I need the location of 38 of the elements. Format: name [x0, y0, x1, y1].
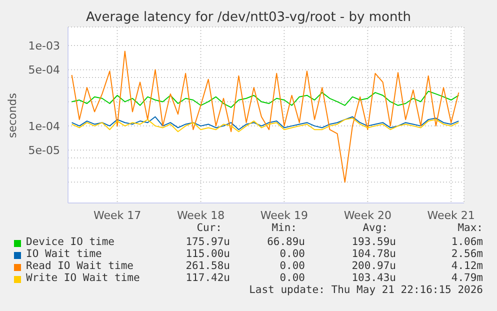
line-series	[71, 50, 460, 183]
chart-title: Average latency for /dev/ntt03-vg/root - by month	[84, 10, 412, 25]
x-tick-label: Week 20	[344, 208, 392, 222]
x-tick-label: Week 21	[427, 208, 475, 222]
line-series	[71, 90, 460, 108]
text: 175.97u	[186, 236, 230, 248]
y-axis-title: seconds	[6, 92, 18, 138]
y-tick-label: 5e-04	[28, 64, 60, 77]
text: 1.06m	[451, 236, 483, 248]
text: Last update: Thu May 21 22:16:15 2026	[249, 284, 483, 296]
y-tick-label: 5e-05	[28, 144, 60, 158]
x-tick-label: Week 18	[176, 208, 225, 222]
text: 103.43u	[352, 272, 396, 284]
text: 66.89u	[267, 236, 305, 248]
text: 2.56m	[451, 248, 483, 260]
text: Min:	[272, 222, 297, 234]
text: 261.58u	[186, 260, 230, 272]
text: 0.00	[280, 248, 305, 260]
legend-label: IO Wait time	[26, 248, 102, 260]
legend-label: Write IO Wait time	[26, 272, 140, 284]
legend-label: Device IO time	[26, 236, 115, 248]
y-tick-label: 1e-04	[28, 120, 60, 133]
text: 104.78u	[352, 248, 396, 260]
text: Cur:	[196, 222, 222, 234]
x-tick-label: Week 17	[93, 208, 142, 222]
text: Max:	[458, 222, 483, 234]
text: 115.00u	[186, 248, 230, 260]
text: 4.12m	[451, 260, 483, 272]
text: 200.97u	[352, 260, 396, 272]
text: 193.59u	[352, 236, 396, 248]
legend-label: Read IO Wait time	[26, 260, 134, 272]
y-tick-label: 1e-03	[28, 39, 60, 52]
text: 117.42u	[186, 272, 230, 284]
text: 4.79m	[451, 272, 483, 284]
text: Avg:	[362, 222, 388, 234]
text: 0.00	[280, 260, 305, 272]
x-tick-label: Week 19	[260, 208, 308, 222]
text: 0.00	[280, 272, 305, 284]
